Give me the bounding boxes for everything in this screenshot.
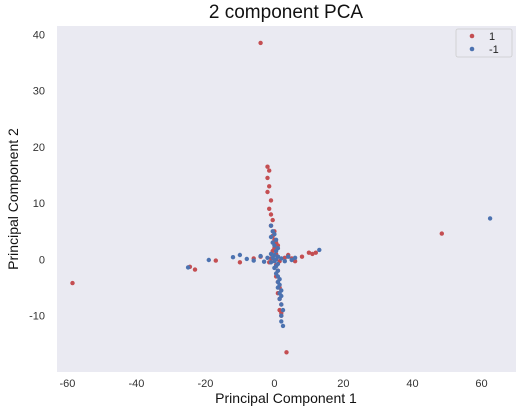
data-point-series-2-8	[273, 248, 279, 254]
data-point-series-2-36	[206, 257, 211, 263]
data-point-series-2-35	[185, 265, 191, 270]
data-point-series-1-9	[270, 217, 275, 223]
data-point-series-2-43	[265, 255, 270, 260]
data-point-series-1-51	[439, 231, 444, 236]
plot-background	[57, 26, 516, 372]
x-tick-label-5: 40	[406, 378, 418, 390]
data-point-series-2-48	[292, 255, 298, 260]
data-point-series-1-48	[306, 250, 312, 255]
x-axis-label: Principal Component 1	[215, 390, 357, 406]
data-point-series-1-43	[282, 255, 287, 260]
data-point-series-2-31	[280, 307, 286, 313]
data-point-series-2-49	[317, 247, 322, 253]
data-point-series-1-35	[284, 350, 289, 355]
data-point-series-1-36	[70, 280, 75, 286]
data-point-series-1-3	[265, 175, 270, 181]
data-point-series-1-8	[268, 212, 274, 217]
data-point-series-2-45	[282, 259, 287, 264]
data-point-series-2-40	[251, 258, 256, 263]
data-point-series-1-2	[267, 168, 272, 173]
data-points	[70, 40, 493, 355]
data-point-series-2-6	[272, 243, 277, 248]
x-tick-label-6: 60	[475, 378, 487, 390]
data-point-series-2-30	[279, 302, 284, 307]
data-point-series-2-46	[286, 254, 291, 259]
data-point-series-1-0	[258, 40, 263, 46]
data-point-series-2-12	[270, 255, 275, 260]
data-point-series-1-4	[267, 184, 272, 189]
y-tick-label-4: 30	[33, 86, 45, 98]
legend-label-series-2: -1	[489, 44, 499, 56]
data-point-series-2-37	[230, 255, 236, 260]
data-point-series-2-25	[275, 285, 281, 290]
y-tick-label-5: 40	[33, 29, 45, 41]
data-point-series-2-9	[268, 251, 274, 257]
data-point-series-1-7	[267, 206, 272, 211]
data-point-series-2-38	[237, 252, 243, 258]
data-point-series-2-0	[268, 223, 274, 228]
legend: 1 -1	[455, 28, 513, 58]
data-point-series-2-42	[261, 259, 267, 264]
legend-marker-series-2	[469, 46, 475, 52]
data-point-series-1-39	[213, 258, 218, 263]
legend-label-series-1: 1	[489, 31, 495, 43]
x-tick-label-2: -20	[197, 378, 213, 390]
x-tick-label-1: -40	[128, 378, 144, 390]
data-point-series-2-50	[487, 216, 493, 221]
chart-title: 2 component PCA	[209, 2, 364, 23]
y-tick-label-1: 0	[39, 255, 45, 267]
data-point-series-1-50	[313, 250, 318, 255]
data-point-series-1-46	[292, 259, 298, 264]
data-point-series-1-38	[192, 267, 198, 272]
data-point-series-2-2	[272, 232, 277, 237]
legend-marker-series-1	[469, 33, 475, 39]
data-point-series-1-40	[237, 260, 243, 265]
data-point-series-2-47	[289, 257, 294, 263]
y-axis-label: Principal Component 2	[5, 128, 21, 270]
data-point-series-1-47	[299, 254, 305, 259]
data-point-series-1-1	[265, 164, 270, 169]
x-tick-label-3: 0	[271, 378, 277, 390]
data-point-series-2-33	[279, 319, 284, 324]
data-point-series-2-3	[268, 234, 274, 240]
data-point-series-2-29	[277, 296, 282, 302]
y-tick-label-3: 20	[33, 142, 45, 154]
data-point-series-1-6	[268, 198, 274, 203]
data-point-series-2-32	[279, 313, 284, 318]
y-tick-label-2: 10	[33, 198, 45, 210]
x-tick-label-4: 20	[337, 378, 349, 390]
data-point-series-1-49	[310, 251, 315, 257]
x-tick-label-0: -60	[59, 378, 75, 390]
data-point-series-2-44	[279, 256, 284, 261]
y-tick-label-0: -10	[29, 311, 45, 323]
data-point-series-2-15	[268, 260, 274, 265]
legend-box	[455, 28, 513, 58]
data-point-series-2-34	[280, 323, 286, 329]
data-point-series-2-14	[272, 259, 277, 264]
data-point-series-1-5	[265, 189, 270, 195]
data-point-series-2-18	[272, 265, 277, 271]
y-tick-labels: -10 0 10 20 30 40	[29, 29, 45, 322]
x-tick-labels: -60 -40 -20 0 20 40 60	[59, 378, 487, 390]
data-point-series-2-39	[244, 256, 249, 262]
data-point-series-2-41	[258, 253, 263, 259]
data-point-series-2-4	[273, 237, 279, 242]
